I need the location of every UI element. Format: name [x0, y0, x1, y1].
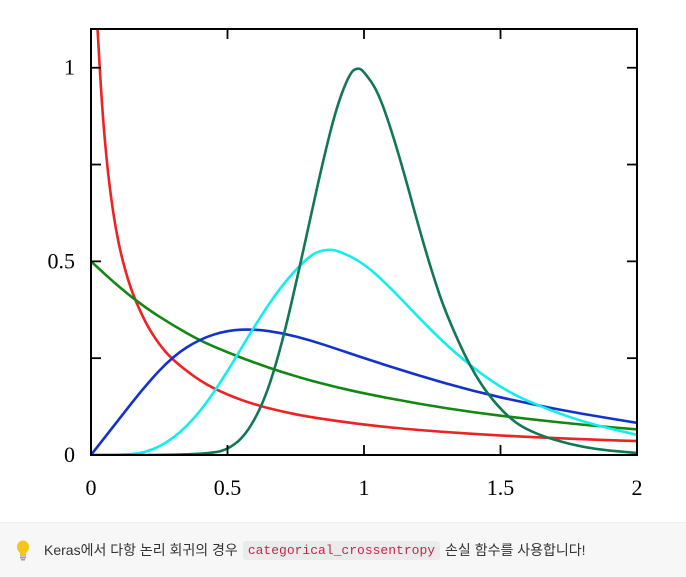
tip-text-after: 손실 함수를 사용합니다!	[445, 542, 586, 558]
series-line-3	[91, 328, 637, 455]
x-tick-label-2: 1	[359, 475, 370, 500]
tip-text-before: Keras에서 다항 논리 회귀의 경우	[44, 542, 238, 558]
x-tick-label-1: 0.5	[214, 475, 242, 500]
series-line-2	[91, 260, 637, 431]
tip-bar: Keras에서 다항 논리 회귀의 경우 categorical_crossen…	[0, 522, 686, 577]
plot-frame	[90, 28, 638, 456]
chart-area: 0 0.5 1 1.5 2 0 0.5 1	[48, 28, 643, 500]
tip-line: Keras에서 다항 논리 회귀의 경우 categorical_crossen…	[14, 539, 586, 561]
series-line-4	[91, 248, 637, 455]
x-tick-label-3: 1.5	[487, 475, 515, 500]
line-chart: 0 0.5 1 1.5 2 0 0.5 1	[48, 28, 643, 500]
series-line-5	[91, 67, 637, 455]
x-tick-label-4: 2	[632, 475, 643, 500]
x-tick-label-0: 0	[86, 475, 97, 500]
axis-ticks	[91, 29, 637, 455]
y-tick-label-2: 1	[64, 55, 75, 80]
y-tick-label-0: 0	[64, 442, 75, 467]
lightbulb-icon	[17, 540, 29, 561]
tip-code: categorical_crossentropy	[242, 540, 441, 560]
y-tick-label-1: 0.5	[48, 248, 76, 273]
series-group	[91, 29, 637, 455]
axis-tick-labels: 0 0.5 1 1.5 2 0 0.5 1	[48, 55, 643, 500]
series-line-1	[96, 29, 637, 443]
